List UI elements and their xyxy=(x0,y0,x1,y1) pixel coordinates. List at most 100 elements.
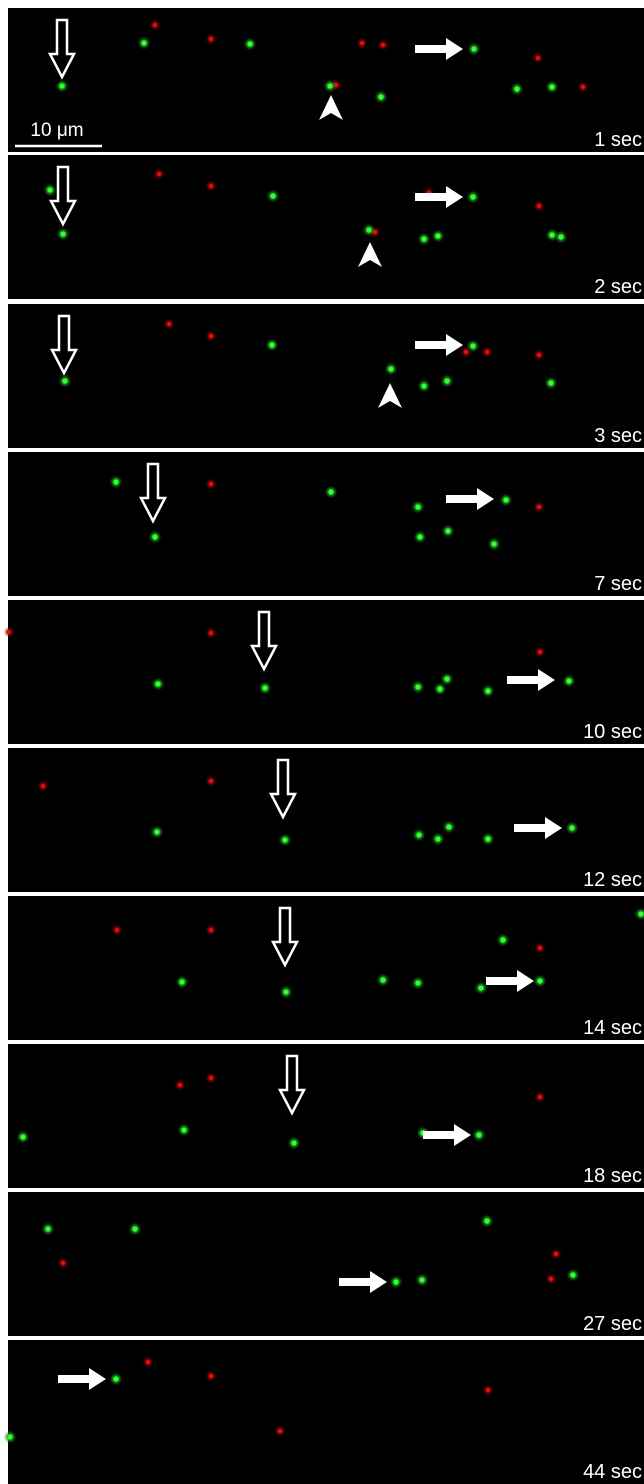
green-particle xyxy=(444,676,449,681)
green-particle xyxy=(503,497,508,502)
red-particle xyxy=(157,172,161,176)
red-particle xyxy=(538,1095,542,1099)
green-particle xyxy=(548,380,553,385)
panel: 10 μm 1 sec xyxy=(8,8,644,152)
red-particle xyxy=(373,230,377,234)
time-label: 18 sec xyxy=(583,1165,642,1187)
green-particle xyxy=(179,979,184,984)
green-particle xyxy=(113,1376,118,1381)
red-particle xyxy=(554,1252,558,1256)
green-particle xyxy=(152,534,157,539)
red-particle xyxy=(209,631,213,635)
green-particle xyxy=(132,1226,137,1231)
green-particle xyxy=(478,985,483,990)
green-particle xyxy=(415,684,420,689)
green-particle xyxy=(446,824,451,829)
green-particle xyxy=(328,489,333,494)
page: {"scale_bar": {"label": "10 μm"}, "panel… xyxy=(0,0,644,1484)
panel: 14 sec xyxy=(8,896,644,1040)
green-particle xyxy=(484,1218,489,1223)
red-particle xyxy=(486,1388,490,1392)
red-particle xyxy=(581,85,585,89)
green-particle xyxy=(476,1132,481,1137)
green-particle xyxy=(444,378,449,383)
red-particle xyxy=(153,23,157,27)
green-particle xyxy=(269,342,274,347)
panel-image xyxy=(8,452,644,596)
green-particle xyxy=(570,1272,575,1277)
green-particle xyxy=(60,231,65,236)
green-particle xyxy=(537,978,542,983)
green-particle xyxy=(435,233,440,238)
green-particle xyxy=(471,46,476,51)
green-particle xyxy=(549,84,554,89)
green-particle xyxy=(549,232,554,237)
green-particle xyxy=(113,479,118,484)
green-particle xyxy=(291,1140,296,1145)
panel-image xyxy=(8,600,644,744)
green-particle xyxy=(437,686,442,691)
red-particle xyxy=(360,41,364,45)
green-particle xyxy=(415,980,420,985)
green-particle xyxy=(378,94,383,99)
red-particle xyxy=(61,1261,65,1265)
time-label: 1 sec xyxy=(594,129,642,151)
green-particle xyxy=(366,227,371,232)
green-particle xyxy=(421,236,426,241)
red-particle xyxy=(41,784,45,788)
green-particle xyxy=(558,234,563,239)
green-particle xyxy=(566,678,571,683)
red-particle xyxy=(178,1083,182,1087)
red-particle xyxy=(537,353,541,357)
green-particle xyxy=(416,832,421,837)
panel: 10 sec xyxy=(6,600,644,744)
green-particle xyxy=(470,343,475,348)
green-particle xyxy=(270,193,275,198)
green-particle xyxy=(638,911,643,916)
panel: 18 sec xyxy=(8,1044,644,1188)
green-particle xyxy=(435,836,440,841)
panel-image xyxy=(8,896,644,1040)
panel: 7 sec xyxy=(8,452,644,596)
green-particle xyxy=(569,825,574,830)
red-particle xyxy=(485,350,489,354)
red-particle xyxy=(209,1374,213,1378)
red-particle xyxy=(209,334,213,338)
panel-image xyxy=(8,1192,644,1336)
red-particle xyxy=(7,630,11,634)
red-particle xyxy=(538,946,542,950)
green-particle xyxy=(154,829,159,834)
red-particle xyxy=(167,322,171,326)
green-particle xyxy=(59,83,64,88)
green-particle xyxy=(491,541,496,546)
panel: 27 sec xyxy=(8,1192,644,1336)
red-particle xyxy=(209,928,213,932)
time-label: 2 sec xyxy=(594,276,642,298)
green-particle xyxy=(445,528,450,533)
green-particle xyxy=(415,504,420,509)
red-particle xyxy=(537,204,541,208)
time-label: 3 sec xyxy=(594,425,642,447)
red-particle xyxy=(537,505,541,509)
green-particle xyxy=(45,1226,50,1231)
green-particle xyxy=(421,383,426,388)
red-particle xyxy=(209,37,213,41)
red-particle xyxy=(536,56,540,60)
green-particle xyxy=(262,685,267,690)
green-particle xyxy=(470,194,475,199)
panel-image xyxy=(8,1340,644,1484)
panel-image xyxy=(8,1044,644,1188)
green-particle xyxy=(62,378,67,383)
green-particle xyxy=(155,681,160,686)
red-particle xyxy=(209,779,213,783)
panel: 3 sec xyxy=(8,304,644,448)
panel-image xyxy=(8,155,644,299)
time-label: 27 sec xyxy=(583,1313,642,1335)
panel-image xyxy=(8,8,644,152)
green-particle xyxy=(282,837,287,842)
scale-bar-label: 10 μm xyxy=(30,120,83,141)
time-label: 7 sec xyxy=(594,573,642,595)
red-particle xyxy=(146,1360,150,1364)
green-particle xyxy=(181,1127,186,1132)
red-particle xyxy=(334,83,338,87)
